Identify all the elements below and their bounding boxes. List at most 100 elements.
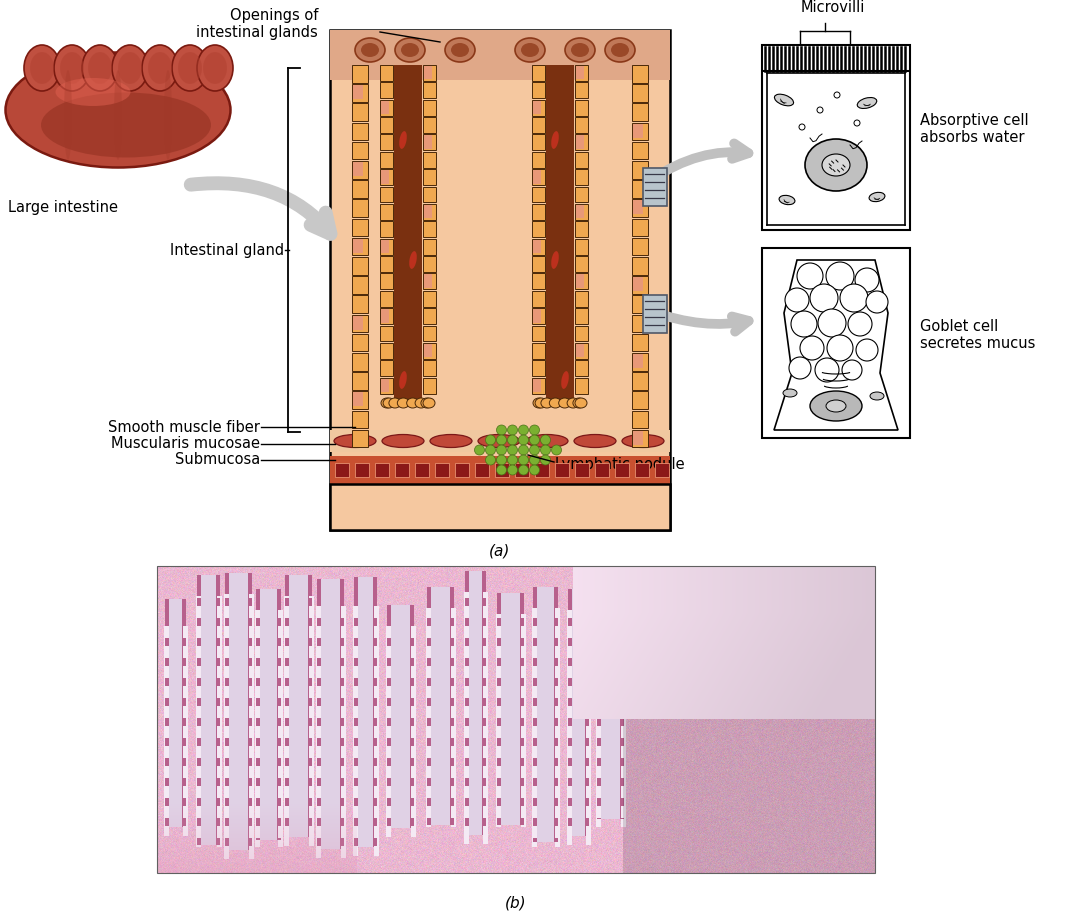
FancyBboxPatch shape <box>352 199 368 217</box>
FancyBboxPatch shape <box>353 162 363 176</box>
Ellipse shape <box>565 38 595 62</box>
Circle shape <box>818 309 846 337</box>
Circle shape <box>508 455 518 465</box>
FancyBboxPatch shape <box>575 82 588 98</box>
Ellipse shape <box>399 371 407 389</box>
Ellipse shape <box>394 394 422 406</box>
FancyBboxPatch shape <box>643 295 667 333</box>
Circle shape <box>827 335 853 361</box>
FancyBboxPatch shape <box>631 199 648 217</box>
Circle shape <box>800 336 824 360</box>
Ellipse shape <box>521 43 539 57</box>
FancyBboxPatch shape <box>330 430 671 452</box>
Circle shape <box>497 445 507 455</box>
Ellipse shape <box>5 53 230 167</box>
Ellipse shape <box>870 392 884 400</box>
Text: Submucosa: Submucosa <box>175 452 260 468</box>
Ellipse shape <box>421 398 433 408</box>
Ellipse shape <box>573 398 585 408</box>
Circle shape <box>540 455 550 465</box>
Ellipse shape <box>361 43 379 57</box>
Ellipse shape <box>30 52 54 84</box>
FancyBboxPatch shape <box>381 240 390 253</box>
Ellipse shape <box>575 398 587 408</box>
FancyBboxPatch shape <box>532 273 545 289</box>
FancyBboxPatch shape <box>633 200 643 214</box>
FancyBboxPatch shape <box>576 136 584 149</box>
FancyBboxPatch shape <box>352 123 368 140</box>
FancyBboxPatch shape <box>575 204 588 220</box>
Ellipse shape <box>388 398 400 408</box>
Ellipse shape <box>526 435 569 448</box>
FancyBboxPatch shape <box>352 411 368 428</box>
FancyBboxPatch shape <box>631 238 648 256</box>
FancyBboxPatch shape <box>380 65 393 81</box>
FancyBboxPatch shape <box>423 222 436 237</box>
FancyBboxPatch shape <box>633 277 643 291</box>
Ellipse shape <box>382 435 424 448</box>
Ellipse shape <box>541 398 553 408</box>
FancyBboxPatch shape <box>631 372 648 390</box>
FancyBboxPatch shape <box>423 100 436 115</box>
FancyBboxPatch shape <box>423 343 436 359</box>
Circle shape <box>529 445 539 455</box>
FancyBboxPatch shape <box>532 291 545 306</box>
Circle shape <box>519 435 528 445</box>
Text: Large intestine: Large intestine <box>8 200 118 215</box>
Circle shape <box>519 445 528 455</box>
Circle shape <box>519 425 528 435</box>
FancyBboxPatch shape <box>380 82 393 98</box>
FancyBboxPatch shape <box>631 334 648 352</box>
Circle shape <box>540 445 550 455</box>
FancyBboxPatch shape <box>532 100 545 115</box>
Text: (b): (b) <box>506 896 527 911</box>
Circle shape <box>856 339 878 361</box>
FancyBboxPatch shape <box>762 45 910 230</box>
FancyBboxPatch shape <box>631 161 648 178</box>
Circle shape <box>485 455 496 465</box>
FancyBboxPatch shape <box>631 103 648 121</box>
FancyBboxPatch shape <box>631 391 648 409</box>
Ellipse shape <box>355 38 385 62</box>
Ellipse shape <box>551 131 559 149</box>
FancyBboxPatch shape <box>575 256 588 272</box>
FancyBboxPatch shape <box>352 391 368 409</box>
FancyBboxPatch shape <box>423 65 436 81</box>
FancyBboxPatch shape <box>352 353 368 370</box>
FancyBboxPatch shape <box>575 291 588 306</box>
FancyBboxPatch shape <box>352 65 368 82</box>
Circle shape <box>497 465 507 475</box>
Ellipse shape <box>783 389 797 397</box>
Text: (a): (a) <box>489 543 511 558</box>
Ellipse shape <box>515 38 545 62</box>
FancyBboxPatch shape <box>575 308 588 324</box>
FancyBboxPatch shape <box>423 117 436 133</box>
FancyBboxPatch shape <box>381 309 390 322</box>
FancyBboxPatch shape <box>633 124 643 138</box>
Ellipse shape <box>54 45 90 91</box>
Ellipse shape <box>401 43 419 57</box>
Ellipse shape <box>395 38 425 62</box>
Circle shape <box>497 455 507 465</box>
Circle shape <box>497 425 507 435</box>
FancyBboxPatch shape <box>330 30 671 530</box>
FancyBboxPatch shape <box>424 344 432 357</box>
FancyBboxPatch shape <box>380 169 393 186</box>
Circle shape <box>474 445 485 455</box>
FancyBboxPatch shape <box>380 291 393 306</box>
FancyBboxPatch shape <box>352 238 368 256</box>
FancyBboxPatch shape <box>546 65 574 400</box>
FancyBboxPatch shape <box>381 378 390 392</box>
FancyBboxPatch shape <box>532 308 545 324</box>
FancyBboxPatch shape <box>380 186 393 202</box>
Circle shape <box>519 455 528 465</box>
FancyBboxPatch shape <box>532 186 545 202</box>
FancyBboxPatch shape <box>532 152 545 168</box>
FancyBboxPatch shape <box>576 344 584 357</box>
Ellipse shape <box>142 45 178 91</box>
FancyBboxPatch shape <box>532 326 545 342</box>
Ellipse shape <box>445 38 475 62</box>
FancyBboxPatch shape <box>353 85 363 99</box>
FancyBboxPatch shape <box>380 378 393 393</box>
Ellipse shape <box>478 435 520 448</box>
